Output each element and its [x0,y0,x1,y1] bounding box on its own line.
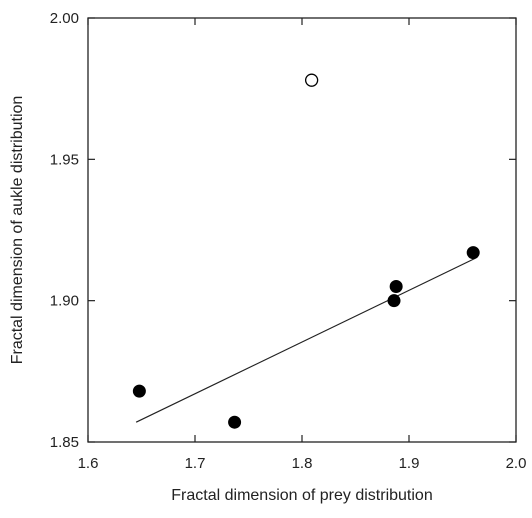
x-tick-label: 1.7 [185,455,206,472]
x-tick-label: 1.6 [78,455,99,472]
y-tick-label: 1.90 [50,293,79,310]
y-tick-label: 1.85 [50,434,79,451]
data-point-filled [132,384,146,398]
plot-frame [87,17,517,443]
y-axis-ticks: 1.85 1.90 1.95 2.00 [50,10,516,451]
data-point-open [304,73,319,87]
y-axis-label: Fractal dimension of aukle distribution [9,96,26,365]
data-point-filled [389,280,403,294]
data-point-filled [387,294,401,308]
x-axis-label: Fractal dimension of prey distribution [171,487,432,504]
points-layer [132,73,480,429]
y-tick-label: 2.00 [50,10,79,27]
regression-line [135,257,476,423]
data-point-filled [228,415,242,429]
x-tick-label: 2.0 [506,455,527,472]
x-tick-label: 1.8 [292,455,313,472]
data-point-filled [466,246,480,260]
x-tick-label: 1.9 [399,455,420,472]
y-tick-label: 1.95 [50,151,79,168]
x-axis-ticks: 1.6 1.7 1.8 1.9 2.0 [78,18,527,472]
regression-layer [135,257,476,423]
